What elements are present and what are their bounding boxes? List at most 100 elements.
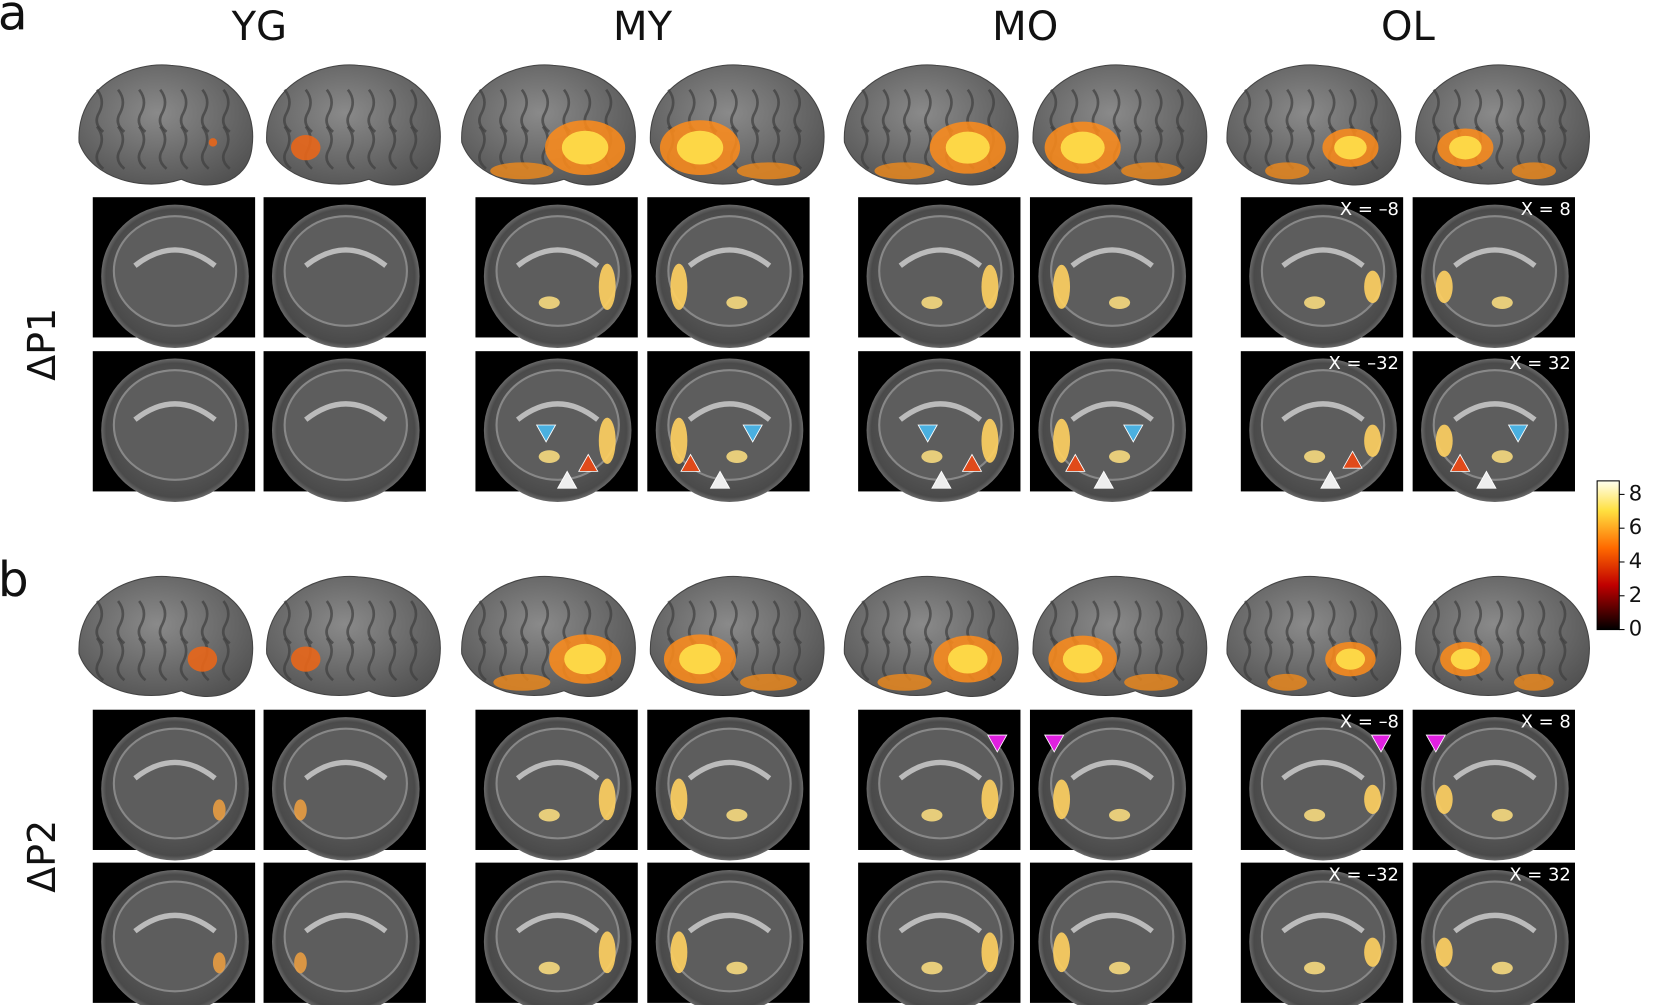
activation	[726, 296, 748, 309]
colorbar-tick-label: 8	[1629, 480, 1642, 505]
activation	[947, 644, 988, 674]
row-label: ΔP2	[20, 820, 64, 893]
group-title: YG	[231, 4, 287, 50]
mri-slice	[263, 709, 426, 861]
activation	[1304, 961, 1326, 975]
activation	[676, 130, 724, 165]
sulcus	[1175, 637, 1185, 682]
corpus	[898, 247, 983, 268]
corpus	[1070, 912, 1154, 934]
sulcus	[221, 125, 231, 170]
brain-tissue	[112, 727, 238, 840]
activation	[1449, 135, 1482, 160]
arrowhead	[917, 424, 938, 443]
mri-slice	[647, 709, 810, 861]
activation	[1053, 932, 1071, 973]
sulcus	[137, 125, 147, 170]
corpus	[515, 247, 600, 268]
activation	[294, 799, 307, 821]
sulcus	[499, 637, 508, 682]
arrowhead	[1507, 424, 1529, 443]
activation	[1435, 270, 1453, 304]
mri-slice	[858, 709, 1021, 861]
sulcus	[1306, 125, 1316, 170]
sulcus	[860, 637, 870, 682]
activation	[538, 808, 560, 822]
brain-tissue	[1432, 727, 1558, 840]
sulcus	[1175, 125, 1185, 170]
brain-tissue	[667, 727, 792, 840]
mri-slice	[647, 862, 810, 1005]
activation	[945, 131, 990, 164]
corpus	[1453, 759, 1537, 781]
brain-surface	[1226, 575, 1402, 697]
arrowhead	[1425, 734, 1447, 753]
arrowhead	[680, 453, 701, 472]
activation	[538, 961, 560, 975]
sulcus	[367, 125, 377, 170]
activation	[1121, 162, 1182, 180]
corpus	[304, 759, 388, 781]
brain-surface	[1032, 575, 1208, 697]
coordinate-label: X = –8	[1340, 199, 1399, 220]
activation	[981, 779, 999, 820]
arrowhead	[961, 453, 983, 472]
activation	[294, 952, 307, 974]
brain-tissue	[112, 369, 238, 481]
sulcus	[221, 637, 231, 682]
corpus	[304, 401, 388, 422]
brain-surface	[461, 575, 636, 697]
mri-slice	[475, 862, 638, 1005]
arrowhead	[709, 470, 731, 489]
activation	[670, 263, 688, 311]
sulcus	[116, 637, 126, 682]
brain-surface	[78, 575, 254, 697]
mri-slice	[1240, 862, 1404, 1005]
sulcus	[541, 637, 551, 682]
arrowhead	[931, 470, 952, 489]
brain-tissue	[1049, 727, 1175, 840]
sulcus	[499, 125, 508, 170]
brain-surface	[1415, 575, 1590, 697]
activation	[1435, 784, 1453, 814]
activation	[670, 417, 688, 465]
activation	[1364, 424, 1382, 458]
activation	[726, 450, 748, 463]
activation	[1053, 779, 1071, 820]
sulcus	[1243, 637, 1253, 682]
coordinate-label: X = –32	[1329, 353, 1399, 374]
corpus	[1281, 912, 1365, 934]
brain-tissue	[1049, 369, 1175, 481]
sulcus	[116, 125, 126, 170]
sulcus	[793, 637, 803, 682]
corpus	[1070, 401, 1154, 422]
corpus	[515, 912, 600, 934]
sulcus	[346, 125, 356, 170]
activation	[1053, 264, 1071, 309]
activation	[598, 778, 616, 821]
brain-surface	[1032, 64, 1208, 186]
colorbar	[1596, 480, 1620, 631]
brain-tissue	[667, 369, 792, 481]
group-title: OL	[1381, 4, 1436, 50]
brain-tissue	[283, 727, 408, 840]
brain-tissue	[283, 369, 408, 481]
sulcus	[1516, 637, 1526, 682]
brain-surface	[1226, 64, 1402, 186]
mri-slice	[475, 351, 638, 502]
activation	[1109, 296, 1131, 309]
row-label: ΔP1	[20, 308, 64, 381]
activation	[1304, 450, 1326, 463]
colorbar-tick-label: 2	[1629, 582, 1642, 607]
activation	[1435, 937, 1453, 967]
activation	[598, 263, 616, 311]
activation	[877, 673, 932, 691]
panel-label: a	[0, 0, 28, 42]
activation	[598, 417, 616, 465]
activation	[1053, 418, 1071, 463]
mri-slice	[263, 197, 426, 349]
activation	[187, 646, 218, 672]
brain-tissue	[495, 880, 620, 993]
sulcus	[881, 637, 891, 682]
